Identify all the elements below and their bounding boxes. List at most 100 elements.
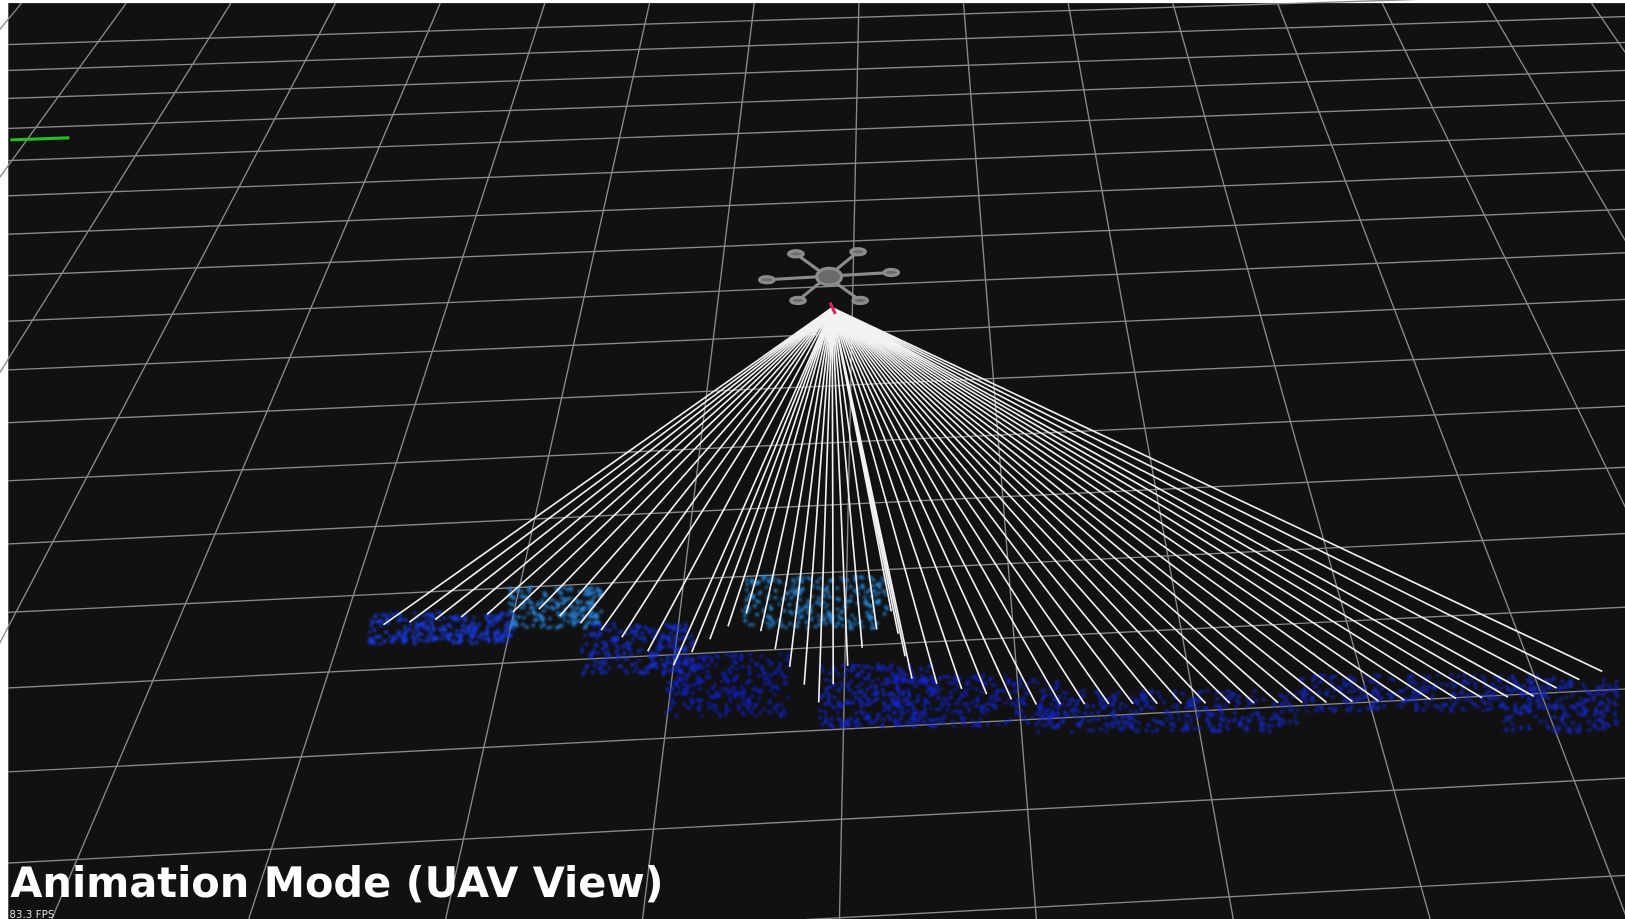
cloud-point <box>1601 702 1605 706</box>
cloud-point <box>1247 720 1251 724</box>
cloud-point <box>643 639 647 643</box>
cloud-point <box>1411 689 1415 693</box>
cloud-point <box>1143 694 1147 698</box>
cloud-point <box>855 674 859 678</box>
cloud-point <box>1082 716 1086 720</box>
cloud-point <box>897 667 901 671</box>
cloud-point <box>832 667 836 671</box>
cloud-point <box>835 597 839 601</box>
cloud-point <box>1185 728 1189 732</box>
cloud-point <box>1143 704 1147 708</box>
cloud-point <box>580 649 584 654</box>
cloud-point <box>674 661 678 665</box>
cloud-point <box>540 598 544 602</box>
cloud-point <box>894 700 898 704</box>
cloud-point <box>1192 697 1196 701</box>
cloud-point <box>901 692 905 697</box>
cloud-point <box>662 672 666 676</box>
cloud-point <box>1471 692 1475 696</box>
cloud-point <box>1152 706 1156 711</box>
cloud-point <box>1528 702 1532 706</box>
cloud-point <box>1518 685 1522 690</box>
cloud-point <box>1389 676 1393 680</box>
cloud-point <box>1066 713 1070 717</box>
cloud-point <box>862 664 866 668</box>
cloud-point <box>598 661 602 665</box>
cloud-point <box>1086 705 1090 709</box>
cloud-point <box>1118 726 1122 730</box>
cloud-point <box>523 600 527 604</box>
cloud-point <box>824 711 828 715</box>
cloud-point <box>585 664 589 668</box>
cloud-point <box>809 618 813 622</box>
cloud-point <box>980 691 984 695</box>
cloud-point <box>716 692 720 696</box>
cloud-point <box>1026 682 1030 686</box>
cloud-point <box>893 678 897 682</box>
cloud-point <box>533 618 537 622</box>
cloud-point <box>1464 679 1468 683</box>
cloud-point <box>512 628 516 632</box>
cloud-point <box>1577 723 1581 727</box>
cloud-point <box>561 601 565 605</box>
cloud-point <box>813 624 818 629</box>
cloud-point <box>740 653 744 657</box>
cloud-point <box>484 636 488 640</box>
cloud-point <box>1333 675 1337 679</box>
cloud-point <box>881 665 885 669</box>
cloud-point <box>895 685 900 689</box>
cloud-point <box>1116 722 1120 726</box>
cloud-point <box>838 616 842 620</box>
cloud-point <box>986 708 990 712</box>
cloud-point <box>613 636 617 640</box>
cloud-point <box>441 624 445 628</box>
cloud-point <box>425 611 429 616</box>
cloud-point <box>413 641 417 646</box>
cloud-point <box>742 688 746 692</box>
cloud-point <box>906 709 910 713</box>
cloud-point <box>471 634 475 638</box>
cloud-point <box>896 688 901 692</box>
cloud-point <box>742 691 746 696</box>
cloud-point <box>1134 730 1138 734</box>
cloud-point <box>619 664 623 669</box>
cloud-point <box>611 638 616 642</box>
cloud-point <box>920 711 924 715</box>
cloud-point <box>711 703 715 707</box>
cloud-point <box>943 715 947 719</box>
cloud-point <box>368 637 372 641</box>
cloud-point <box>1096 692 1100 696</box>
cloud-point <box>1104 703 1108 708</box>
cloud-point <box>497 632 501 636</box>
cloud-point <box>922 710 926 714</box>
cloud-point <box>923 713 928 717</box>
cloud-point <box>849 599 853 603</box>
cloud-point <box>784 675 788 680</box>
cloud-point <box>692 683 696 687</box>
cloud-point <box>710 656 714 660</box>
cloud-point <box>1224 724 1228 728</box>
cloud-point <box>587 614 591 618</box>
cloud-point <box>1376 682 1381 686</box>
cloud-point <box>701 656 705 660</box>
cloud-point <box>592 631 596 635</box>
cloud-point <box>911 704 915 708</box>
cloud-point <box>512 612 516 616</box>
cloud-point <box>1214 704 1218 708</box>
cloud-point <box>1588 728 1592 732</box>
cloud-point <box>1600 709 1604 713</box>
cloud-point <box>697 655 701 659</box>
cloud-point <box>836 621 840 625</box>
cloud-point <box>786 695 791 699</box>
cloud-point <box>783 712 787 717</box>
laser-ray <box>831 306 1557 689</box>
cloud-point <box>1342 699 1346 703</box>
cloud-point <box>542 622 546 627</box>
cloud-point <box>829 618 833 622</box>
cloud-point <box>706 663 710 667</box>
cloud-point <box>1176 707 1180 711</box>
cloud-point <box>773 692 777 697</box>
cloud-point <box>559 591 564 596</box>
cloud-point <box>1311 678 1315 682</box>
cloud-point <box>779 703 783 707</box>
